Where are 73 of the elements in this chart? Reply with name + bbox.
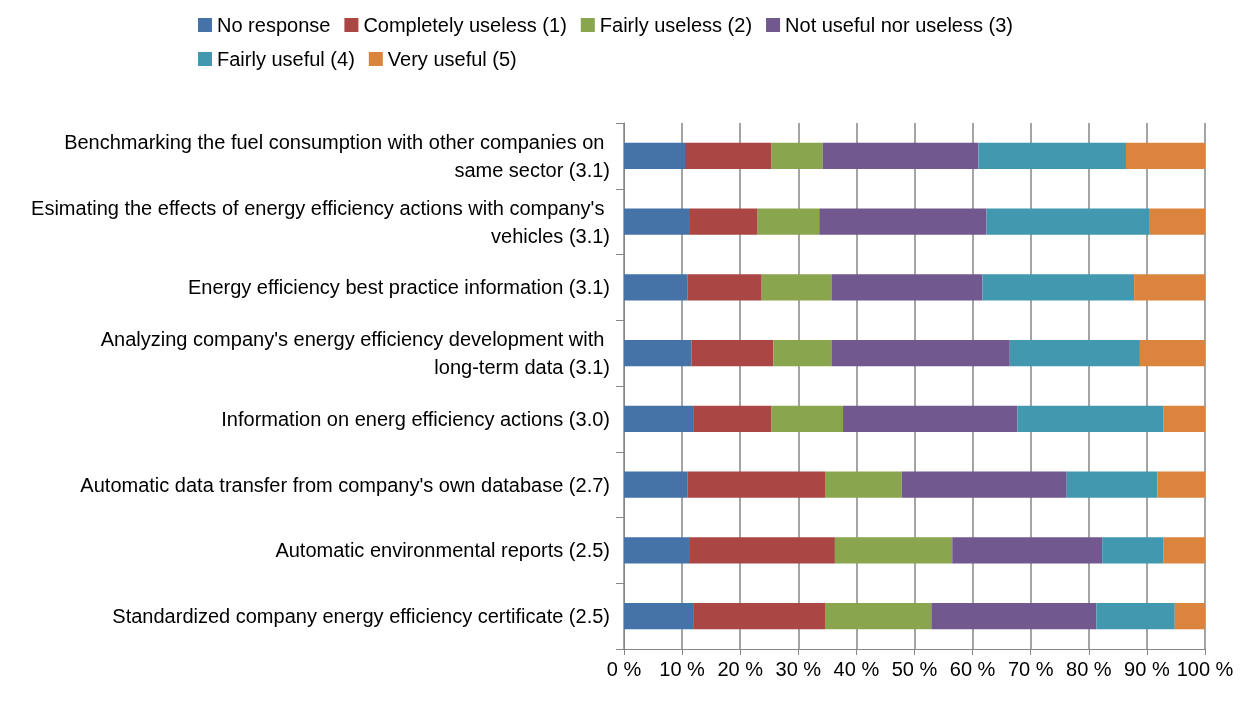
y-tick-label: Benchmarking the fuel consumption with other companies on same sector (3.1) xyxy=(64,130,610,181)
legend-label: Not useful nor useless (3) xyxy=(785,14,1013,36)
y-tick-label: Energy efficiency best practice information (3.1) xyxy=(187,276,610,299)
bar xyxy=(822,142,979,170)
x-tick-label: 80 % xyxy=(1066,658,1112,680)
bar xyxy=(1102,537,1164,564)
bar xyxy=(978,142,1126,170)
bar xyxy=(831,274,983,301)
legend-label: Fairly useful (4) xyxy=(217,48,355,70)
bar xyxy=(834,537,953,564)
bar xyxy=(986,208,1150,235)
y-tick-label: Analyzing company's energy efficiency development with long-term data (3.1) xyxy=(100,328,610,379)
x-tick-label: 10 % xyxy=(659,658,706,680)
bar xyxy=(757,208,820,235)
bar xyxy=(1163,537,1205,564)
bar xyxy=(624,208,690,235)
legend-label: Fairly useless (2) xyxy=(599,14,753,36)
bar xyxy=(624,471,688,498)
legend-label: Very useful (5) xyxy=(387,48,517,70)
bar xyxy=(761,274,832,301)
x-tick-label: 70 % xyxy=(1007,658,1054,680)
bar xyxy=(624,405,694,433)
bar xyxy=(843,405,1018,433)
y-tick-label: Standardized company energy efficiency certificate (2.5) xyxy=(112,605,610,628)
bar xyxy=(685,142,772,170)
bar xyxy=(771,405,844,433)
bar xyxy=(931,602,1097,630)
bar xyxy=(1149,208,1205,235)
bar xyxy=(689,537,835,564)
bar xyxy=(624,339,692,367)
bar xyxy=(624,602,694,630)
bar xyxy=(624,274,688,301)
x-tick-label: 50 % xyxy=(891,658,938,680)
bar xyxy=(624,537,690,564)
bar xyxy=(689,208,758,235)
bar xyxy=(825,602,932,630)
bar xyxy=(687,274,762,301)
x-tick-label: 20 % xyxy=(717,658,764,680)
x-tick-label: 0 % xyxy=(606,658,642,680)
bar xyxy=(982,274,1135,301)
bar xyxy=(1066,471,1158,498)
x-tick-label: 30 % xyxy=(775,658,822,680)
y-tick-label: Esimating the effects of energy efficiency actions with company's vehicles (3.1) xyxy=(31,196,610,247)
bar xyxy=(1096,602,1175,630)
bar xyxy=(624,142,686,170)
y-tick-label: Information on energ efficiency actions (3.0) xyxy=(221,407,610,430)
bar xyxy=(1009,339,1140,367)
legend-label: Completely useless (1) xyxy=(363,14,567,36)
bar xyxy=(819,208,987,235)
bar xyxy=(693,405,772,433)
bar xyxy=(831,339,1010,367)
bar xyxy=(693,602,826,630)
bar xyxy=(771,142,823,170)
bar xyxy=(1157,471,1205,498)
bar xyxy=(1174,602,1205,630)
legend-label: No response xyxy=(217,14,331,36)
bar xyxy=(901,471,1067,498)
y-tick-label: Automatic environmental reports (2.5) xyxy=(275,539,610,562)
bar xyxy=(1017,405,1164,433)
bar xyxy=(1125,142,1205,170)
bar xyxy=(773,339,832,367)
bar xyxy=(1134,274,1205,301)
x-tick-label: 90 % xyxy=(1124,658,1170,680)
bar xyxy=(825,471,902,498)
x-tick-label: 40 % xyxy=(833,658,880,680)
x-tick-label: 60 % xyxy=(949,658,996,680)
bar xyxy=(687,471,826,498)
bar xyxy=(1163,405,1205,433)
bar xyxy=(952,537,1103,564)
y-tick-label: Automatic data transfer from company's own database (2.7) xyxy=(80,473,610,496)
bar xyxy=(691,339,774,367)
x-tick-label: 100 % xyxy=(1176,658,1234,680)
bar xyxy=(1139,339,1205,367)
